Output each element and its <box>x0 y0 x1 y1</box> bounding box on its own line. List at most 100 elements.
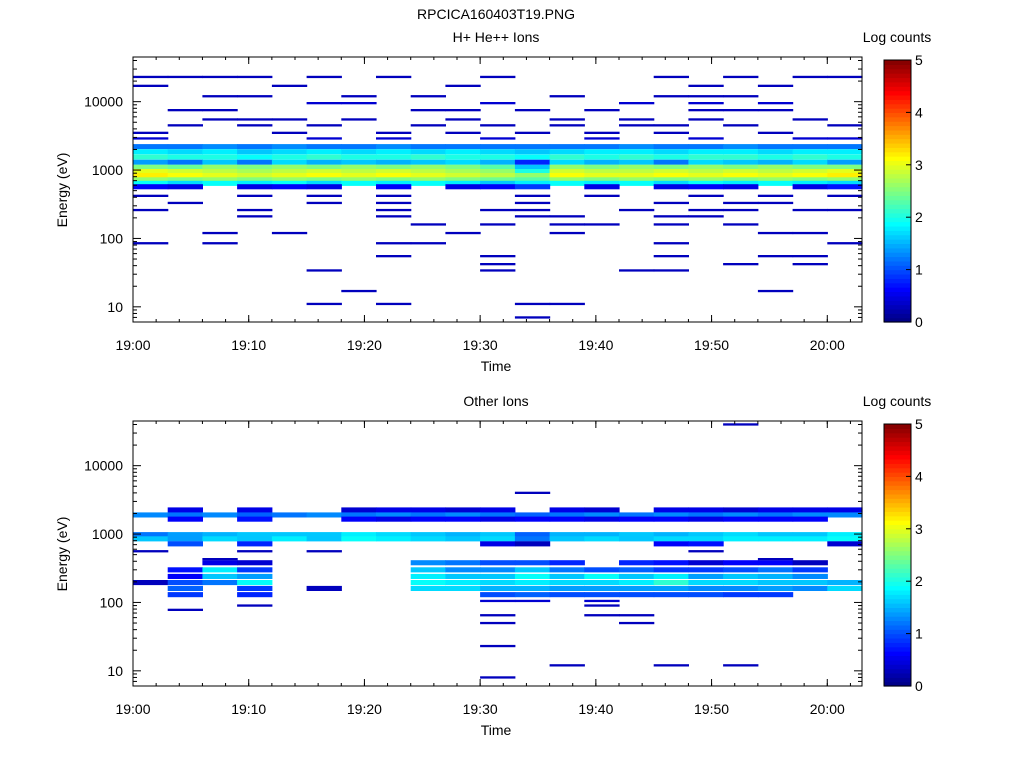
spectrogram-cell <box>514 177 551 183</box>
spectrogram-cell <box>827 194 863 197</box>
colorbar-segment <box>884 572 911 578</box>
spectrogram-cell <box>514 560 551 566</box>
spectrogram-cell <box>133 169 169 175</box>
colorbar-segment <box>884 164 911 170</box>
spectrogram-cell <box>827 137 863 140</box>
colorbar-segment <box>884 467 911 473</box>
spectrogram-cell <box>167 507 203 513</box>
x-tick-label: 19:10 <box>231 701 266 717</box>
colorbar-tick-label: 3 <box>915 157 923 173</box>
spectrogram-cell <box>237 585 273 591</box>
y-tick-label: 100 <box>100 230 124 246</box>
spectrogram-cell <box>202 169 238 175</box>
spectrogram-cell <box>757 173 794 179</box>
spectrogram-cell <box>202 512 238 518</box>
spectrogram-cell <box>376 177 412 183</box>
x-tick-label: 20:00 <box>810 337 845 353</box>
spectrogram-cell <box>619 585 655 591</box>
spectrogram-cell <box>757 231 794 235</box>
spectrogram-cell <box>653 560 689 566</box>
spectrogram-cell <box>827 541 863 547</box>
spectrogram-cell <box>410 567 446 573</box>
spectrogram-cell <box>584 599 620 603</box>
spectrogram-cell <box>480 263 516 266</box>
spectrogram-cell <box>133 242 169 245</box>
spectrogram-cell <box>757 154 794 160</box>
spectrogram-cell <box>653 512 689 518</box>
spectrogram-cell <box>341 180 377 186</box>
spectrogram-cell <box>480 154 516 160</box>
spectrogram-cell <box>549 173 585 179</box>
spectrogram-cell <box>514 532 551 538</box>
spectrogram-cell <box>480 208 516 212</box>
spectrogram-cell <box>827 507 863 513</box>
spectrogram-cell <box>514 154 551 160</box>
spectrogram-cell <box>549 585 585 591</box>
spectrogram-cell <box>480 169 516 175</box>
x-tick-label: 19:30 <box>463 337 498 353</box>
spectrogram-cell <box>549 560 585 566</box>
spectrogram-cell <box>202 118 238 121</box>
spectrogram-cell <box>514 164 551 170</box>
spectrogram-cell <box>341 95 377 98</box>
colorbar-segment <box>884 217 911 223</box>
spectrogram-cell <box>619 512 655 518</box>
spectrogram-cell <box>410 124 446 127</box>
spectrogram-cell <box>549 180 585 186</box>
spectrogram-cell <box>445 532 481 538</box>
spectrogram-cell <box>202 560 238 566</box>
spectrogram-cell <box>549 118 585 121</box>
spectrogram-cell <box>341 102 377 105</box>
colorbar-segment <box>884 287 911 293</box>
colorbar-segment <box>884 624 911 630</box>
spectrogram-cell <box>723 567 759 573</box>
spectrogram-cell <box>723 536 759 542</box>
spectrogram-cell <box>410 177 446 183</box>
spectrogram-cell <box>167 109 203 112</box>
spectrogram-cell <box>549 580 585 586</box>
colorbar-tick-label: 1 <box>915 262 923 278</box>
spectrogram-cell <box>306 173 342 179</box>
spectrogram-cell <box>167 184 203 190</box>
colorbar-tick-label: 4 <box>915 104 923 120</box>
spectrogram-cell <box>237 149 273 155</box>
spectrogram-cell <box>723 149 759 155</box>
spectrogram-cell <box>757 109 794 112</box>
spectrogram-cell <box>653 201 689 205</box>
spectrogram-cell <box>167 573 203 579</box>
spectrogram-cell <box>410 536 446 542</box>
spectrogram-cell <box>584 512 620 518</box>
spectrogram-cell <box>271 159 308 165</box>
spectrogram-cell <box>514 173 551 179</box>
spectrogram-cell <box>480 644 516 648</box>
spectrogram-cell <box>757 516 794 522</box>
spectrogram-cell <box>514 580 551 586</box>
spectrogram-cell <box>653 95 689 98</box>
colorbar-segment <box>884 199 911 205</box>
spectrogram-cell <box>792 118 828 121</box>
spectrogram-cell <box>202 154 238 160</box>
colorbar-segment <box>884 668 911 674</box>
colorbar-segment <box>884 191 911 196</box>
spectrogram-cell <box>723 512 759 518</box>
spectrogram-cell <box>653 507 689 513</box>
spectrogram-cell <box>723 177 759 183</box>
spectrogram-cell <box>653 532 689 538</box>
spectrogram-cell <box>757 512 794 518</box>
spectrogram-cell <box>653 184 689 190</box>
spectrogram-cell <box>306 144 342 150</box>
spectrogram-cell <box>792 169 828 175</box>
spectrogram-cell <box>445 118 481 121</box>
spectrogram-cell <box>653 154 689 160</box>
colorbar-segment <box>884 295 911 301</box>
spectrogram-cell <box>271 84 308 87</box>
spectrogram-cell <box>237 580 273 586</box>
colorbar-segment <box>884 125 911 131</box>
colorbar-segment <box>884 134 911 140</box>
spectrogram-cell <box>480 567 516 573</box>
spectrogram-cell <box>584 580 620 586</box>
spectrogram-cell <box>757 201 794 205</box>
spectrogram-cell <box>653 149 689 155</box>
colorbar-segment <box>884 112 911 118</box>
